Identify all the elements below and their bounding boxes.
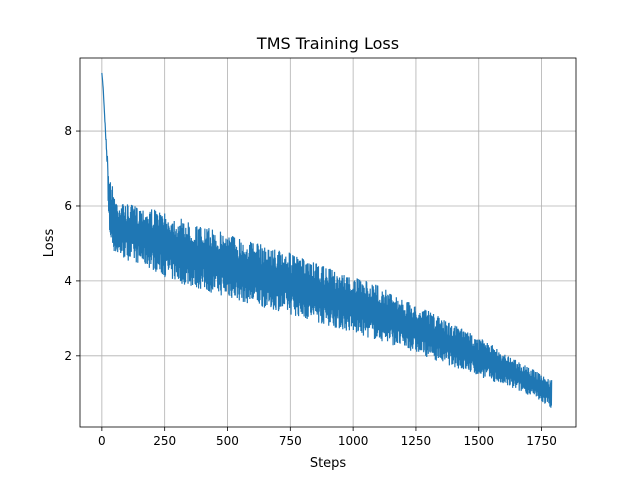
x-tick-label: 0: [98, 434, 106, 448]
x-tick-label: 500: [216, 434, 239, 448]
x-tick-label: 1750: [526, 434, 557, 448]
x-axis-label: Steps: [310, 456, 347, 471]
x-tick-label: 750: [279, 434, 302, 448]
y-tick-label: 8: [64, 124, 72, 138]
y-tick-label: 4: [64, 274, 72, 288]
x-axis-ticks: 0 250 500 750 1000 1250 1500 1750: [98, 427, 557, 448]
plot-frame: [79, 57, 577, 428]
y-axis-ticks: 2 4 6 8: [64, 124, 80, 363]
loss-line: [101, 72, 553, 408]
x-tick-label: 1500: [463, 434, 494, 448]
x-tick-label: 1000: [338, 434, 369, 448]
y-tick-label: 2: [64, 349, 72, 363]
series-loss: [101, 72, 553, 408]
chart-title: TMS Training Loss: [256, 34, 399, 53]
y-axis-label: Loss: [42, 229, 57, 258]
y-tick-label: 6: [64, 199, 72, 213]
x-tick-label: 250: [153, 434, 176, 448]
x-tick-label: 1250: [401, 434, 432, 448]
